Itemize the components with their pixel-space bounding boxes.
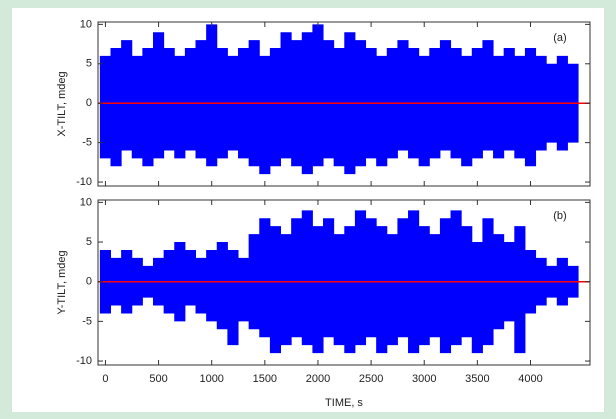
x-tick-label: 4000 — [518, 373, 542, 385]
y-axis-label: Y-TILT, mdeg — [56, 250, 68, 314]
y-tick-label: -5 — [82, 315, 92, 327]
axes-box — [97, 199, 591, 366]
y-tick-label: -10 — [76, 355, 92, 367]
panel-label: (b) — [553, 210, 566, 222]
y-tick-label: 0 — [86, 276, 92, 288]
plot-area — [98, 210, 590, 354]
y-tick-label: 5 — [86, 236, 92, 248]
x-tick-label: 2000 — [306, 373, 330, 385]
y-tick-label: 5 — [86, 58, 92, 70]
y-axis-label: X-TILT, mdeg — [56, 71, 68, 136]
x-tick-label: 2500 — [359, 373, 383, 385]
x-tick-label: 1000 — [199, 373, 223, 385]
x-tick-label: 3500 — [465, 373, 489, 385]
x-axis-label: TIME, s — [325, 397, 363, 409]
y-tick-label: 10 — [80, 18, 92, 30]
panel-label: (a) — [553, 32, 566, 44]
y-tick-label: -10 — [76, 176, 92, 188]
y-tick-label: -5 — [82, 137, 92, 149]
x-tick-label: 500 — [149, 373, 167, 385]
y-tick-label: 0 — [86, 97, 92, 109]
y-tick-label: 10 — [80, 196, 92, 208]
x-tick-label: 1500 — [253, 373, 277, 385]
plot-area — [98, 24, 590, 175]
axes-box — [97, 21, 591, 187]
x-tick-label: 3000 — [412, 373, 436, 385]
x-tick-label: 0 — [102, 373, 108, 385]
